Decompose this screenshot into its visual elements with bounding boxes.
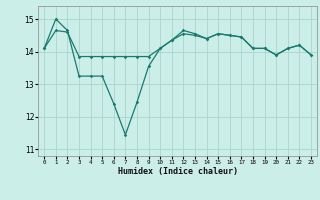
X-axis label: Humidex (Indice chaleur): Humidex (Indice chaleur)	[118, 167, 238, 176]
